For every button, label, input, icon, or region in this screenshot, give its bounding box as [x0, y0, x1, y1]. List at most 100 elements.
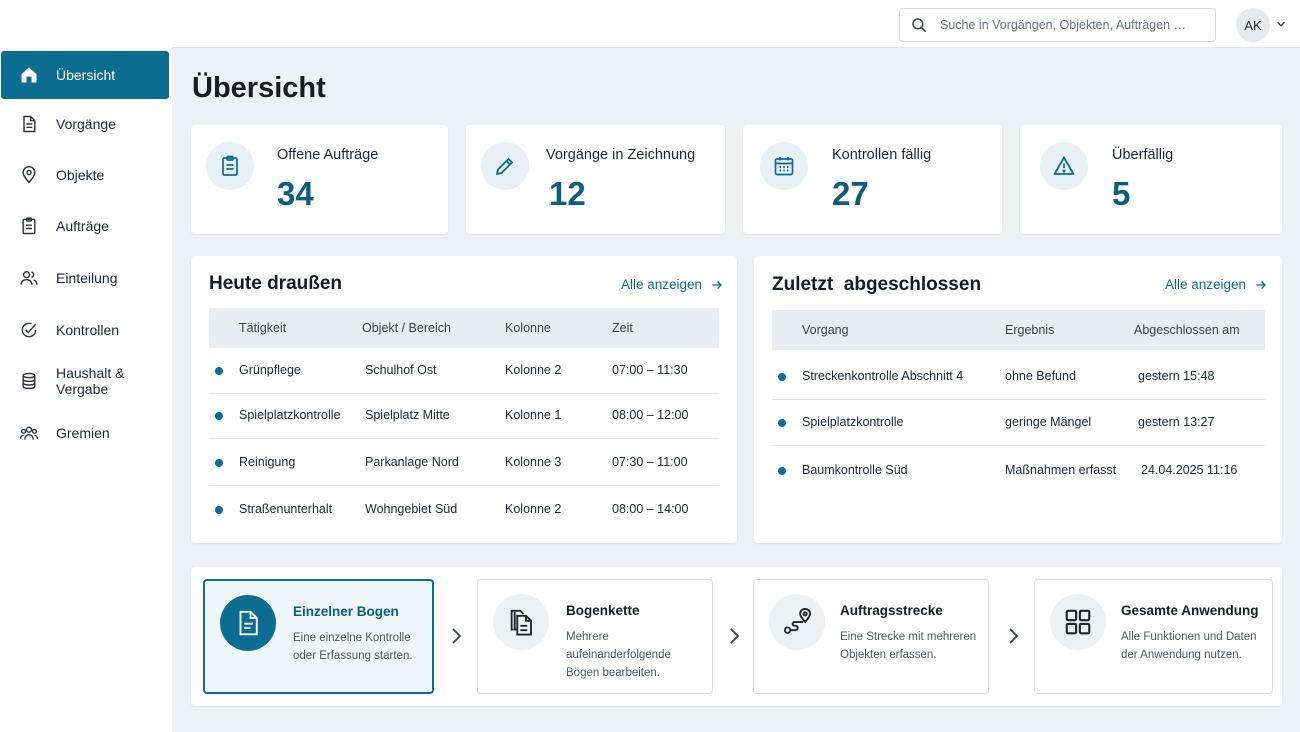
- sidebar-item-kontrollen[interactable]: Kontrollen: [1, 306, 169, 354]
- search-box[interactable]: [899, 8, 1216, 42]
- sidebar-item-label: Haushalt & Vergabe: [56, 365, 125, 397]
- mode-icon-wrap: [220, 595, 276, 651]
- cell-time: 07:00 – 11:30: [612, 363, 688, 377]
- table-row[interactable]: Baumkontrolle Süd Maßnahmen erfasst 24.0…: [772, 448, 1265, 494]
- cell-object: Wohngebiet Süd: [365, 502, 458, 516]
- table-row[interactable]: Spielplatzkontrolle geringe Mängel geste…: [772, 400, 1265, 446]
- avatar[interactable]: AK: [1236, 8, 1270, 42]
- status-dot: [215, 506, 223, 514]
- stat-icon-wrap: [481, 142, 529, 190]
- table-row[interactable]: Straßenunterhalt Wohngebiet Süd Kolonne …: [209, 487, 719, 533]
- sidebar-item-haushalt-vergabe[interactable]: Haushalt & Vergabe: [1, 357, 169, 405]
- cell-crew: Kolonne 2: [505, 502, 562, 516]
- calendar-icon: [774, 157, 794, 176]
- map-pin-icon: [22, 165, 36, 184]
- mode-card-bogenkette[interactable]: Bogenkette Mehrere aufeinanderfolgende B…: [477, 579, 713, 694]
- clipboard-icon: [222, 155, 238, 176]
- sidebar-item-label: Aufträge: [56, 218, 109, 234]
- column-header: Objekt / Bereich: [362, 321, 451, 335]
- sidebar-item-gremien[interactable]: Gremien: [1, 409, 169, 457]
- sidebar-item-label: Vorgänge: [56, 116, 116, 132]
- arrow-right-icon: [712, 280, 723, 289]
- recent-show-all-link[interactable]: Alle anzeigen: [1165, 277, 1268, 292]
- table-header: Vorgang Ergebnis Abgeschlossen am: [772, 310, 1265, 350]
- stat-card-ueberfaellig[interactable]: Überfällig 5: [1020, 125, 1282, 234]
- sidebar-item-label: Einteilung: [56, 270, 118, 286]
- cell-activity: Reinigung: [239, 455, 296, 469]
- cell-completed: gestern 15:48: [1138, 369, 1215, 383]
- stat-label: Kontrollen fällig: [832, 147, 932, 163]
- search-input[interactable]: [940, 18, 1190, 32]
- mode-card-einzelner-bogen[interactable]: Einzelner Bogen Eine einzelne Kontrolle …: [203, 579, 434, 694]
- stat-icon-wrap: [206, 142, 254, 190]
- search-icon: [912, 18, 927, 33]
- sidebar-item-objekte[interactable]: Objekte: [1, 151, 169, 199]
- stat-label: Offene Aufträge: [277, 147, 379, 163]
- mode-card-gesamte-anwendung[interactable]: Gesamte Anwendung Alle Funktionen und Da…: [1034, 579, 1273, 694]
- stat-card-kontrollen-faellig[interactable]: Kontrollen fällig 27: [743, 125, 1002, 234]
- status-dot: [778, 373, 786, 381]
- table-row[interactable]: Spielplatzkontrolle Spielplatz Mitte Kol…: [209, 393, 719, 439]
- sidebar-item-label: Übersicht: [56, 67, 116, 83]
- chevron-down-icon[interactable]: [1274, 17, 1288, 31]
- stat-value: 27: [832, 175, 869, 212]
- cell-process: Spielplatzkontrolle: [802, 415, 904, 429]
- cell-result: geringe Mängel: [1005, 415, 1092, 429]
- chevron-right-icon: [730, 628, 740, 644]
- cell-activity: Straßenunterhalt: [239, 502, 333, 516]
- grid-icon: [1065, 609, 1091, 635]
- stat-card-offene-auftraege[interactable]: Offene Aufträge 34: [191, 125, 448, 234]
- sidebar: Übersicht Vorgänge Objekte Aufträge Eint…: [0, 0, 172, 732]
- today-show-all-link[interactable]: Alle anzeigen: [621, 277, 724, 292]
- mode-description: Eine Strecke mit mehreren Objekten erfas…: [840, 631, 977, 661]
- stat-icon-wrap: [1040, 142, 1088, 190]
- topbar: AK: [172, 0, 1300, 48]
- stat-value: 12: [549, 175, 586, 212]
- stat-label: Überfällig: [1112, 147, 1174, 163]
- column-header: Tätigkeit: [239, 321, 287, 335]
- table-row[interactable]: Reinigung Parkanlage Nord Kolonne 3 07:3…: [209, 440, 719, 486]
- sidebar-item-label: Kontrollen: [56, 322, 120, 338]
- sidebar-item-uebersicht[interactable]: Übersicht: [1, 51, 169, 99]
- sidebar-item-einteilung[interactable]: Einteilung: [1, 254, 169, 302]
- cell-process: Baumkontrolle Süd: [802, 463, 908, 477]
- sidebar-item-label: Objekte: [56, 167, 105, 183]
- cell-process: Streckenkontrolle Abschnitt 4: [802, 369, 964, 383]
- column-header: Abgeschlossen am: [1134, 323, 1240, 337]
- mode-title: Auftragsstrecke: [840, 603, 943, 618]
- cell-completed: 24.04.2025 11:16: [1141, 463, 1238, 477]
- mode-description: Mehrere aufeinanderfolgende Bögen bearbe…: [566, 631, 671, 679]
- link-label: Alle anzeigen: [621, 277, 703, 292]
- status-dot: [215, 367, 223, 375]
- table-row[interactable]: Streckenkontrolle Abschnitt 4 ohne Befun…: [772, 354, 1265, 400]
- sidebar-item-vorgaenge[interactable]: Vorgänge: [1, 100, 169, 148]
- stat-value: 5: [1112, 175, 1131, 212]
- stat-icon-wrap: [760, 142, 808, 190]
- column-header: Zeit: [612, 321, 633, 335]
- cell-result: ohne Befund: [1005, 369, 1076, 383]
- mode-icon-wrap: [769, 594, 825, 650]
- cell-crew: Kolonne 2: [505, 363, 562, 377]
- mode-description: Alle Funktionen und Daten der Anwendung …: [1121, 631, 1257, 661]
- sidebar-item-label: Gremien: [56, 425, 110, 441]
- mode-card-auftragsstrecke[interactable]: Auftragsstrecke Eine Strecke mit mehrere…: [753, 579, 989, 694]
- group-icon: [19, 426, 39, 440]
- panel-title: Zuletzt abgeschlossen: [772, 274, 982, 295]
- mode-description: Eine einzelne Kontrolle oder Erfassung s…: [293, 632, 413, 662]
- document-icon: [23, 115, 36, 133]
- panel-title: Heute draußen: [209, 273, 343, 294]
- mode-title: Bogenkette: [566, 603, 640, 618]
- table-row[interactable]: Grünpflege Schulhof Ost Kolonne 2 07:00 …: [209, 348, 719, 394]
- cell-crew: Kolonne 3: [505, 455, 562, 469]
- table-header: Tätigkeit Objekt / Bereich Kolonne Zeit: [209, 308, 719, 348]
- arrow-right-icon: [1256, 280, 1267, 289]
- cell-completed: gestern 13:27: [1138, 415, 1215, 429]
- sidebar-item-auftraege[interactable]: Aufträge: [1, 202, 169, 250]
- mode-title: Gesamte Anwendung: [1121, 603, 1259, 618]
- warning-icon: [1053, 156, 1075, 175]
- database-icon: [22, 372, 36, 390]
- column-header: Vorgang: [802, 323, 849, 337]
- today-panel: Heute draußen Alle anzeigen Tätigkeit Ob…: [191, 256, 737, 543]
- clipboard-icon: [22, 217, 36, 235]
- stat-card-vorgaenge-in-zeichnung[interactable]: Vorgänge in Zeichnung 12: [466, 125, 725, 234]
